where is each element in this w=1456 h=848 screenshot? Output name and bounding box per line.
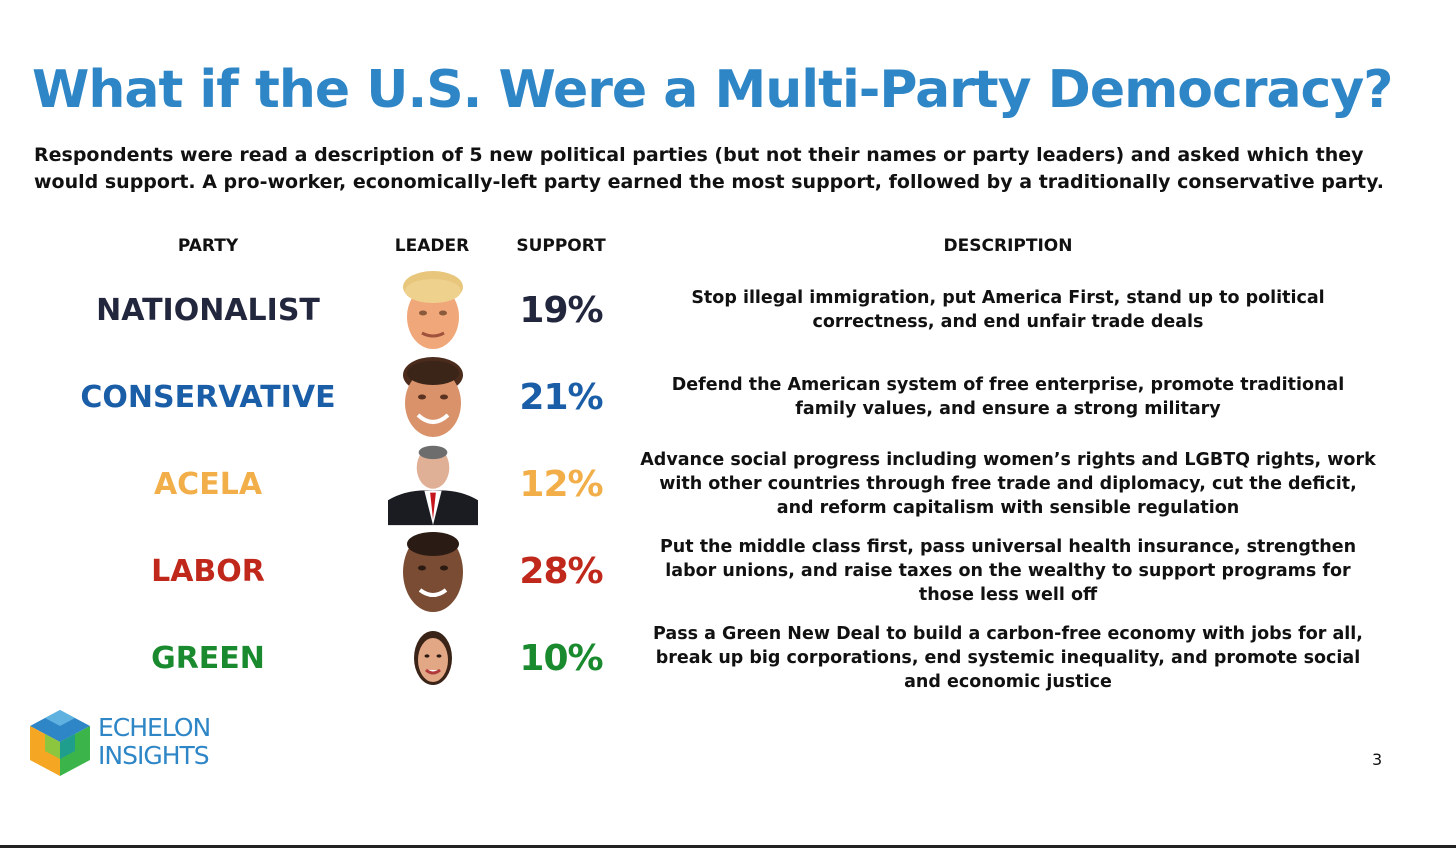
support-value: 28%: [519, 550, 603, 592]
party-name: ACELA: [153, 466, 263, 502]
echelon-logo: [28, 708, 258, 778]
support-value: 12%: [519, 463, 603, 505]
party-description: Advance social progress including women’…: [640, 450, 1376, 518]
column-header-leader: LEADER: [394, 236, 470, 256]
party-row-acela: ACELA 12% Advance social progress includ…: [0, 441, 1456, 527]
party-row-labor: LABOR 28% Put the middle class first, pa…: [0, 528, 1456, 614]
leader-portrait-icon: [388, 528, 478, 614]
party-name: GREEN: [151, 640, 265, 676]
party-description: Defend the American system of free enter…: [671, 375, 1345, 419]
logo-line-1: ECHELON: [98, 713, 211, 742]
party-row-green: GREEN 10% Pass a Green New Deal to build…: [0, 615, 1456, 701]
bottom-divider: [0, 845, 1456, 848]
party-row-nationalist: NATIONALIST 19% Stop illegal immigration…: [0, 267, 1456, 353]
support-value: 21%: [519, 376, 603, 418]
hexagon-cube-icon: [30, 710, 90, 776]
page-title: What if the U.S. Were a Multi-Party Demo…: [32, 60, 1393, 120]
column-header-description: DESCRIPTION: [943, 236, 1073, 256]
logo-line-2: INSIGHTS: [98, 741, 210, 770]
leader-portrait-icon: [388, 615, 478, 701]
party-name: CONSERVATIVE: [80, 379, 336, 415]
page-subtitle: Respondents were read a description of 5…: [34, 144, 1384, 193]
party-row-conservative: CONSERVATIVE 21% Defend the American sys…: [0, 354, 1456, 440]
leader-portrait-icon: [388, 354, 478, 440]
leader-portrait-icon: [388, 267, 478, 353]
column-header-party: PARTY: [177, 236, 239, 256]
page-number: 3: [1372, 750, 1383, 769]
column-header-support: SUPPORT: [516, 236, 606, 256]
party-description: Stop illegal immigration, put America Fi…: [691, 288, 1325, 332]
support-value: 19%: [519, 289, 603, 331]
party-description: Pass a Green New Deal to build a carbon-…: [653, 624, 1363, 692]
party-name: LABOR: [151, 553, 265, 589]
support-value: 10%: [519, 637, 603, 679]
party-description: Put the middle class first, pass univers…: [659, 537, 1357, 605]
leader-portrait-icon: [388, 441, 478, 527]
party-name: NATIONALIST: [96, 292, 320, 328]
logo-wordmark: ECHELON INSIGHTS: [98, 713, 211, 770]
